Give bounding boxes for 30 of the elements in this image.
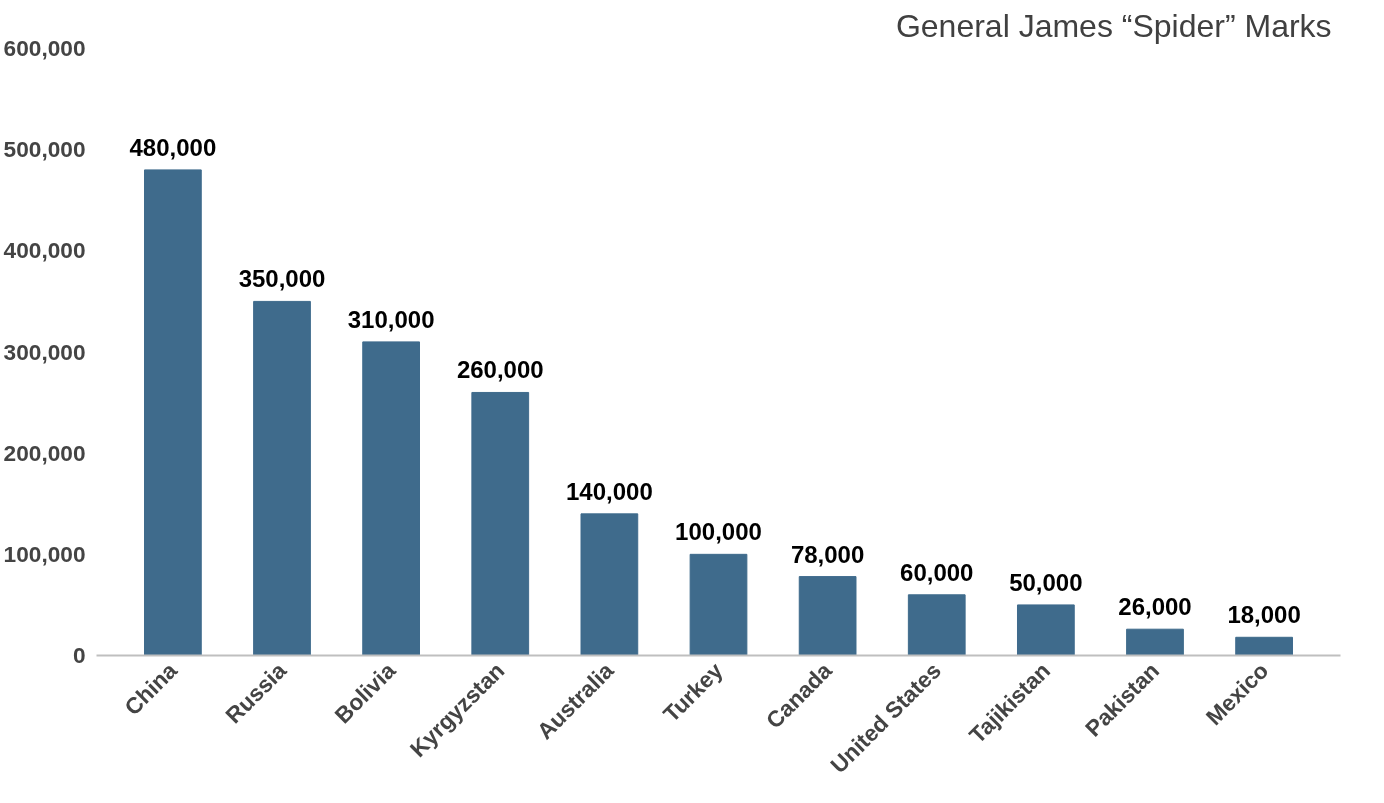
data-label: 50,000 <box>1009 568 1083 596</box>
bar <box>362 341 420 656</box>
data-label: 260,000 <box>456 356 544 384</box>
y-tick-label: 400,000 <box>3 237 86 264</box>
y-tick-label: 300,000 <box>3 338 86 365</box>
bar <box>1017 604 1075 656</box>
bar <box>253 300 311 656</box>
data-label: 350,000 <box>238 265 326 293</box>
bar <box>907 594 966 656</box>
chart-title: General James “Spider” Marks <box>895 7 1332 44</box>
data-label: 26,000 <box>1118 593 1192 621</box>
data-label: 140,000 <box>566 477 653 505</box>
y-tick-label: 200,000 <box>3 439 86 466</box>
data-label: 310,000 <box>347 305 435 333</box>
bar <box>580 513 639 656</box>
data-label: 480,000 <box>129 133 217 161</box>
bar <box>1126 628 1184 656</box>
data-label: 60,000 <box>900 558 974 586</box>
bar <box>471 391 530 656</box>
bar <box>1235 636 1293 656</box>
bar <box>798 576 857 656</box>
y-tick-label: 500,000 <box>3 136 86 163</box>
bar <box>689 553 748 656</box>
data-label: 18,000 <box>1227 601 1301 629</box>
data-label: 100,000 <box>675 518 762 546</box>
y-tick-label: 100,000 <box>3 540 86 567</box>
y-tick-label: 600,000 <box>3 35 86 61</box>
bar <box>144 169 202 656</box>
data-label: 78,000 <box>790 540 865 568</box>
y-tick-label: 0 <box>72 642 86 668</box>
